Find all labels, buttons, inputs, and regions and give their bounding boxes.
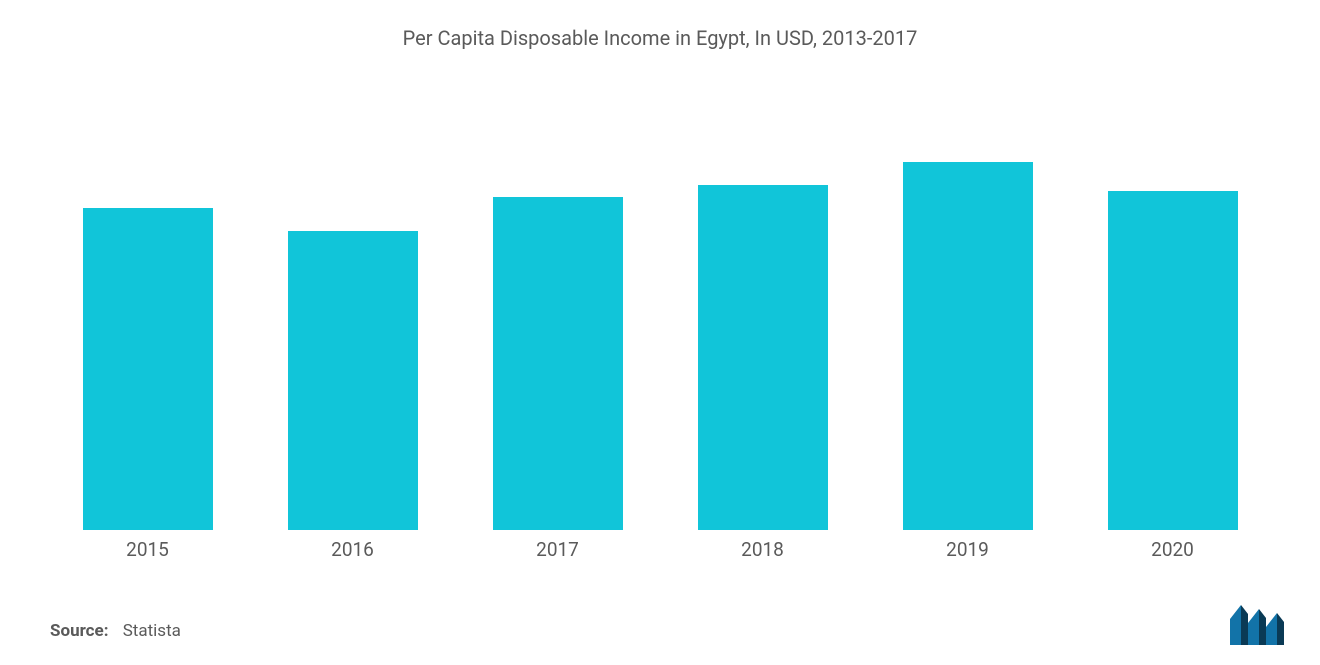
source-value: Statista bbox=[123, 621, 181, 641]
bar-slot bbox=[1070, 70, 1275, 530]
x-axis-labels: 2015 2016 2017 2018 2019 2020 bbox=[45, 538, 1275, 561]
x-label: 2018 bbox=[660, 538, 865, 561]
bar-slot bbox=[865, 70, 1070, 530]
mordor-logo-icon bbox=[1230, 605, 1284, 645]
bar-2020 bbox=[1108, 191, 1238, 530]
x-label: 2017 bbox=[455, 538, 660, 561]
bar-2015 bbox=[83, 208, 213, 530]
x-label: 2020 bbox=[1070, 538, 1275, 561]
x-label: 2016 bbox=[250, 538, 455, 561]
bar-2017 bbox=[493, 197, 623, 531]
bar-slot bbox=[250, 70, 455, 530]
x-label: 2015 bbox=[45, 538, 250, 561]
bar-2019 bbox=[903, 162, 1033, 530]
bar-slot bbox=[45, 70, 250, 530]
source-attribution: Source: Statista bbox=[50, 621, 181, 641]
source-label: Source: bbox=[50, 621, 108, 641]
chart-plot-area bbox=[45, 70, 1275, 530]
bar-2018 bbox=[698, 185, 828, 530]
bar-slot bbox=[455, 70, 660, 530]
x-label: 2019 bbox=[865, 538, 1070, 561]
bar-2016 bbox=[288, 231, 418, 530]
chart-title: Per Capita Disposable Income in Egypt, I… bbox=[0, 0, 1320, 50]
bar-slot bbox=[660, 70, 865, 530]
